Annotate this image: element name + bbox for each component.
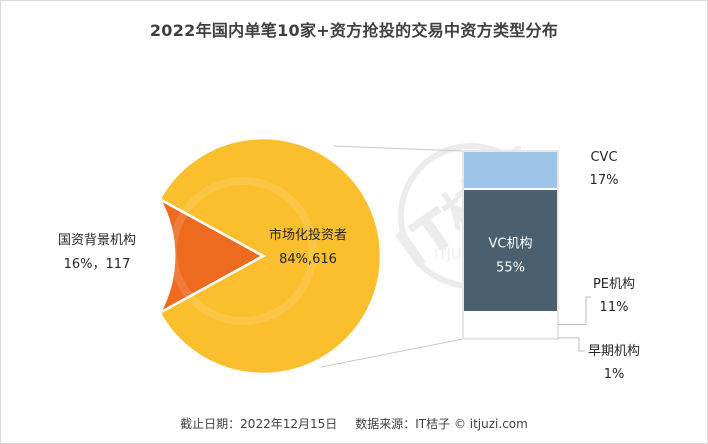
pie-label-market-name: 市场化投资者 — [269, 227, 347, 243]
bar-label-vc-name: VC机构 — [489, 237, 533, 252]
bar-label-pe-name: PE机构 — [593, 277, 635, 292]
bar-segment-2 — [462, 311, 559, 338]
footer-date: 截止日期：2022年12月15日 — [180, 417, 338, 431]
pie-slice-market — [157, 136, 383, 376]
bar-segment-0 — [462, 150, 559, 191]
bar-label-early-value: 1% — [604, 367, 625, 382]
bar-outline — [462, 150, 559, 340]
footer-source: 数据来源：IT桔子 © itjuzi.com — [355, 417, 528, 431]
leader-early — [558, 337, 585, 352]
bar-label-pe-value: 11% — [600, 300, 629, 315]
chart-title: 2022年国内单笔10家+资方抢投的交易中资方类型分布 — [149, 21, 559, 40]
pie — [156, 136, 383, 376]
connector-lines — [320, 145, 464, 368]
stacked-bar — [462, 150, 559, 340]
data-labels: 市场化投资者 84%,616 国资背景机构 16%，117 CVC 17% VC机构 55% P… — [58, 150, 640, 382]
bar-label-cvc-value: 17% — [590, 173, 619, 188]
chart-footer: 截止日期：2022年12月15日 数据来源：IT桔子 © itjuzi.com — [1, 415, 707, 432]
bar-label-vc-value: 55% — [496, 261, 525, 276]
watermark-ring — [169, 177, 317, 325]
leader-pe — [558, 296, 591, 325]
bar-label-cvc-name: CVC — [590, 150, 617, 165]
pie-label-state-value: 16%，117 — [64, 257, 131, 272]
pie-label-state-name: 国资背景机构 — [58, 233, 136, 248]
pie-slice-state — [156, 195, 266, 317]
connector-bottom — [320, 338, 464, 368]
bar-label-early-name: 早期机构 — [588, 344, 640, 359]
connector-top — [333, 145, 464, 152]
pie-label-market-value: 84%,616 — [279, 252, 337, 267]
